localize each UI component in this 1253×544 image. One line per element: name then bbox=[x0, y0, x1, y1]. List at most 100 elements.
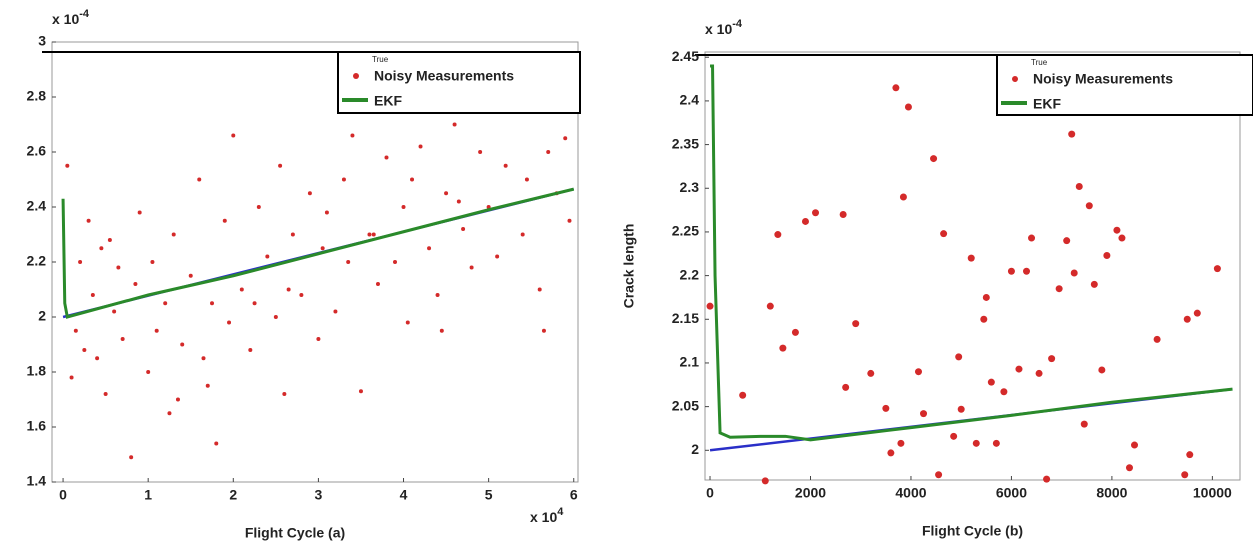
marker bbox=[461, 227, 466, 231]
marker bbox=[1183, 315, 1191, 323]
x-multiplier-exponent: 4 bbox=[557, 506, 564, 518]
y-multiplier-base: x 10 bbox=[52, 11, 79, 27]
legend-label: True bbox=[1031, 58, 1048, 67]
marker bbox=[1080, 420, 1088, 428]
marker bbox=[286, 287, 291, 292]
marker bbox=[791, 328, 799, 336]
marker bbox=[282, 392, 287, 396]
marker bbox=[384, 155, 389, 160]
marker bbox=[137, 210, 142, 215]
marker bbox=[766, 302, 774, 310]
marker bbox=[1193, 309, 1201, 317]
marker bbox=[256, 205, 261, 209]
marker bbox=[116, 265, 121, 270]
marker bbox=[252, 301, 257, 306]
marker bbox=[358, 389, 363, 394]
x-tick-label: 10000 bbox=[1193, 485, 1232, 501]
marker bbox=[546, 150, 551, 154]
marker bbox=[930, 155, 938, 163]
marker bbox=[839, 210, 847, 218]
marker bbox=[201, 356, 206, 361]
y-tick-label: 2.4 bbox=[27, 198, 47, 214]
marker bbox=[210, 301, 215, 306]
marker bbox=[1043, 475, 1051, 483]
marker bbox=[867, 369, 875, 377]
marker bbox=[299, 293, 304, 297]
marker bbox=[739, 391, 747, 399]
x-multiplier-base: x 10 bbox=[530, 509, 557, 525]
marker bbox=[1035, 369, 1043, 377]
y-tick-label: 2.2 bbox=[27, 253, 47, 269]
marker bbox=[992, 439, 1000, 447]
y-axis-label: Crack length bbox=[621, 224, 637, 309]
y-multiplier-exponent: -4 bbox=[732, 18, 743, 30]
marker bbox=[227, 320, 232, 325]
marker bbox=[1068, 130, 1076, 138]
marker bbox=[1085, 202, 1093, 210]
marker bbox=[852, 320, 860, 328]
marker bbox=[982, 293, 990, 301]
marker bbox=[405, 320, 410, 325]
marker bbox=[469, 265, 474, 270]
marker bbox=[103, 392, 108, 396]
marker bbox=[1007, 267, 1015, 275]
marker bbox=[82, 348, 87, 352]
marker bbox=[774, 231, 782, 239]
legend bbox=[337, 51, 581, 114]
marker bbox=[456, 199, 461, 204]
marker bbox=[214, 441, 219, 446]
marker bbox=[842, 383, 850, 391]
y-tick-label: 1.8 bbox=[27, 363, 47, 379]
x-tick-label: 8000 bbox=[1096, 485, 1127, 501]
marker bbox=[967, 254, 975, 262]
y-tick-label: 2.4 bbox=[680, 92, 700, 108]
legend-label: Noisy Measurements bbox=[374, 68, 514, 84]
marker bbox=[541, 328, 546, 333]
y-tick-label: 2 bbox=[38, 308, 46, 324]
x-tick-label: 4000 bbox=[895, 485, 926, 501]
marker bbox=[231, 133, 236, 138]
marker bbox=[129, 455, 134, 460]
marker bbox=[154, 328, 159, 333]
marker bbox=[955, 353, 963, 361]
x-tick-label: 6000 bbox=[996, 485, 1027, 501]
x-tick-label: 2 bbox=[229, 487, 237, 503]
marker bbox=[1000, 388, 1008, 396]
marker bbox=[133, 282, 138, 286]
marker bbox=[120, 337, 125, 341]
y-multiplier-exponent: -4 bbox=[79, 8, 90, 20]
marker bbox=[222, 218, 227, 223]
x-axis-label: Flight Cycle (b) bbox=[922, 523, 1023, 539]
y-tick-label: 2.1 bbox=[680, 354, 700, 370]
marker bbox=[761, 477, 769, 485]
marker bbox=[180, 342, 185, 347]
marker bbox=[520, 232, 525, 237]
y-tick-label: 1.6 bbox=[27, 418, 47, 434]
marker bbox=[914, 368, 922, 376]
marker bbox=[1023, 267, 1031, 275]
x-tick-label: 6 bbox=[570, 487, 578, 503]
y-tick-label: 2.05 bbox=[672, 397, 699, 413]
marker bbox=[393, 260, 398, 264]
legend-label: EKF bbox=[374, 93, 402, 109]
marker bbox=[1186, 451, 1194, 459]
marker bbox=[205, 383, 210, 388]
marker bbox=[95, 356, 100, 361]
marker bbox=[320, 246, 325, 251]
plot-area bbox=[704, 51, 1241, 481]
marker bbox=[1028, 234, 1036, 242]
marker bbox=[1153, 335, 1161, 343]
marker bbox=[371, 232, 376, 237]
legend-label: True bbox=[372, 55, 389, 64]
marker bbox=[239, 287, 244, 292]
marker bbox=[801, 217, 809, 225]
marker bbox=[167, 411, 172, 416]
x-multiplier: x 104 bbox=[530, 506, 564, 525]
marker bbox=[333, 309, 338, 314]
marker bbox=[65, 163, 70, 168]
x-tick-label: 0 bbox=[59, 487, 67, 503]
marker bbox=[452, 122, 457, 127]
y-tick-label: 2.2 bbox=[680, 266, 700, 282]
marker bbox=[1070, 269, 1078, 277]
